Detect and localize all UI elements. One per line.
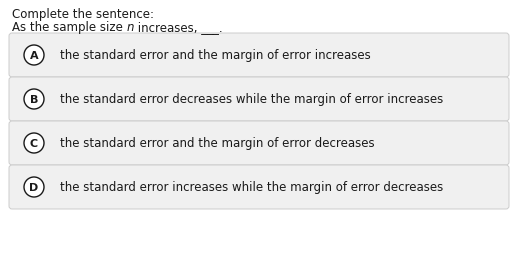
Text: A: A [30,51,38,61]
Text: D: D [30,182,39,192]
FancyBboxPatch shape [9,34,509,78]
Circle shape [24,90,44,109]
FancyBboxPatch shape [9,121,509,165]
Text: Complete the sentence:: Complete the sentence: [12,8,154,21]
FancyBboxPatch shape [9,165,509,209]
Text: increases, ___.: increases, ___. [134,21,223,34]
Circle shape [24,133,44,153]
Text: B: B [30,95,38,105]
FancyBboxPatch shape [9,78,509,121]
Text: As the sample size: As the sample size [12,21,126,34]
Text: C: C [30,138,38,148]
Circle shape [24,46,44,66]
Circle shape [24,177,44,197]
Text: the standard error decreases while the margin of error increases: the standard error decreases while the m… [60,93,443,106]
Text: the standard error increases while the margin of error decreases: the standard error increases while the m… [60,181,443,194]
Text: n: n [126,21,134,34]
Text: the standard error and the margin of error decreases: the standard error and the margin of err… [60,137,375,150]
Text: the standard error and the margin of error increases: the standard error and the margin of err… [60,49,371,62]
